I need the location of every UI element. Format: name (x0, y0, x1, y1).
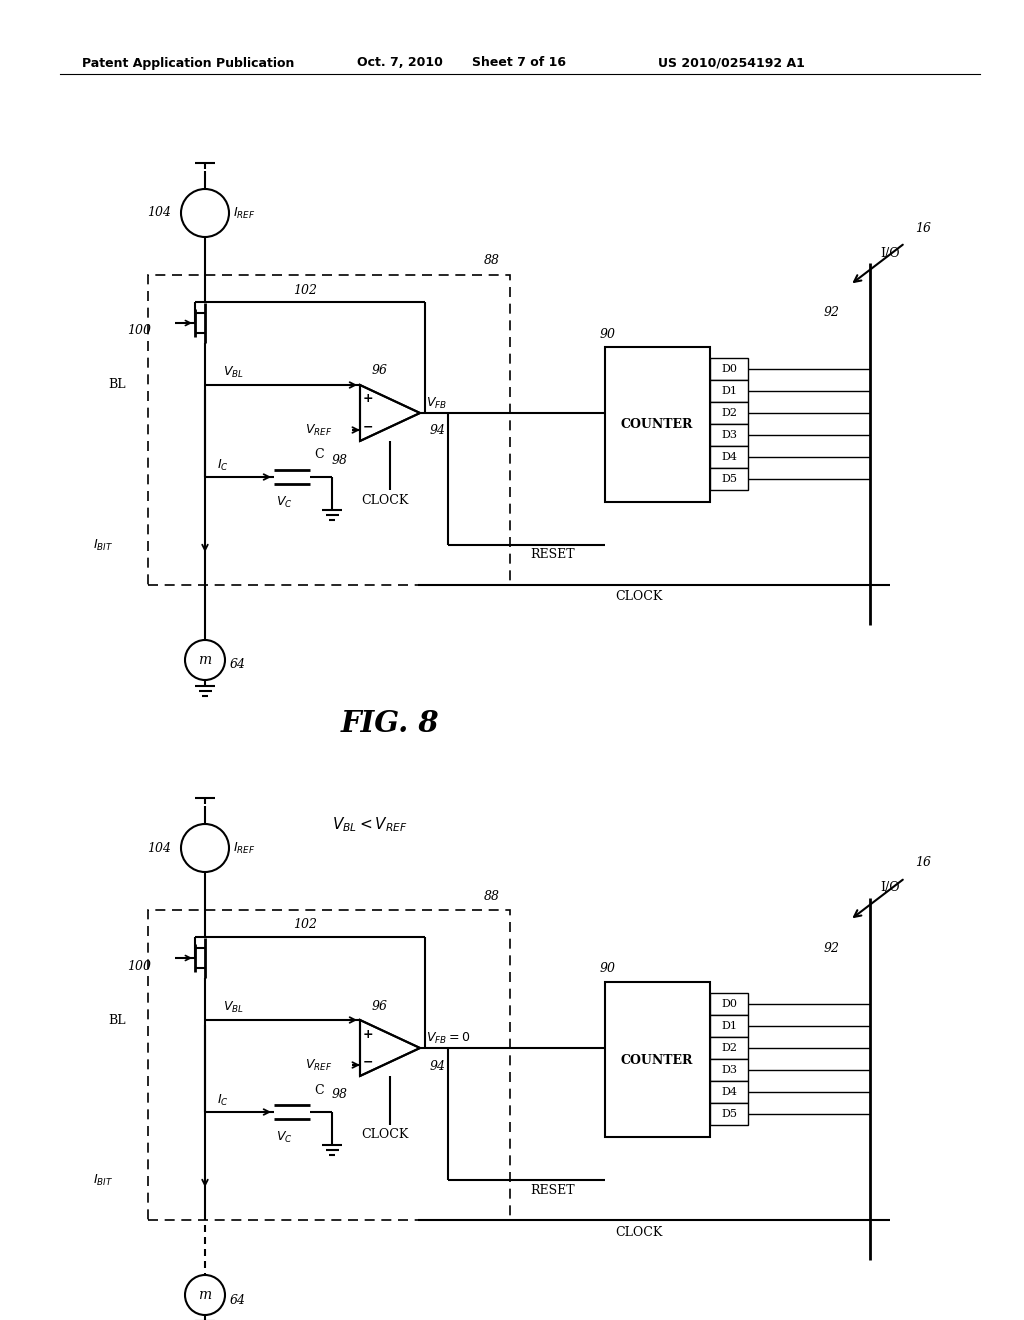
Text: 88: 88 (484, 255, 500, 268)
Bar (710, 380, 748, 403)
Bar (605, 347, 710, 502)
Text: 100: 100 (127, 960, 151, 973)
Text: D3: D3 (721, 430, 737, 440)
Bar (710, 469, 748, 490)
Bar (148, 275, 510, 585)
Text: $I_C$: $I_C$ (217, 1093, 228, 1107)
Text: I/O: I/O (880, 247, 900, 260)
Text: BL: BL (108, 379, 126, 392)
Text: −: − (362, 421, 374, 433)
Text: Sheet 7 of 16: Sheet 7 of 16 (472, 57, 566, 70)
Text: 104: 104 (147, 206, 171, 219)
Bar (710, 358, 748, 380)
Bar (710, 1104, 748, 1125)
Text: D2: D2 (721, 1043, 737, 1053)
Text: 104: 104 (147, 842, 171, 854)
Text: 100: 100 (127, 325, 151, 338)
Text: $I_C$: $I_C$ (217, 458, 228, 473)
Text: $V_{FB}$: $V_{FB}$ (426, 396, 447, 411)
Text: 96: 96 (372, 364, 388, 378)
Text: CLOCK: CLOCK (615, 1225, 663, 1238)
Text: 88: 88 (484, 890, 500, 903)
Text: $V_{BL}$: $V_{BL}$ (223, 999, 244, 1015)
Text: 94: 94 (430, 425, 446, 437)
Text: I/O: I/O (880, 882, 900, 895)
Text: 90: 90 (600, 327, 616, 341)
Text: D0: D0 (721, 364, 737, 374)
Text: 64: 64 (230, 659, 246, 672)
Text: D4: D4 (721, 1086, 737, 1097)
Text: CLOCK: CLOCK (615, 590, 663, 603)
Text: 92: 92 (824, 941, 840, 954)
Bar (710, 1059, 748, 1081)
Text: $V_{BL} < V_{REF}$: $V_{BL} < V_{REF}$ (332, 816, 408, 834)
Polygon shape (360, 385, 420, 441)
Text: $V_C$: $V_C$ (275, 1130, 292, 1144)
Circle shape (185, 640, 225, 680)
Text: 98: 98 (332, 454, 348, 466)
Text: COUNTER: COUNTER (621, 1053, 693, 1067)
Text: 102: 102 (293, 284, 317, 297)
Text: US 2010/0254192 A1: US 2010/0254192 A1 (658, 57, 805, 70)
Bar (148, 909, 510, 1220)
Text: C: C (314, 1084, 324, 1097)
Text: 92: 92 (824, 306, 840, 319)
Polygon shape (360, 1020, 420, 1076)
Text: 94: 94 (430, 1060, 446, 1072)
Text: D5: D5 (721, 474, 737, 484)
Bar (710, 1038, 748, 1059)
Text: $I_{REF}$: $I_{REF}$ (233, 841, 255, 855)
Circle shape (181, 824, 229, 873)
Text: 16: 16 (915, 222, 931, 235)
Text: m: m (199, 1288, 212, 1302)
Text: 96: 96 (372, 999, 388, 1012)
Text: Oct. 7, 2010: Oct. 7, 2010 (357, 57, 442, 70)
Text: D5: D5 (721, 1109, 737, 1119)
Text: FIG. 8: FIG. 8 (341, 709, 439, 738)
Text: m: m (199, 653, 212, 667)
Bar (605, 982, 710, 1137)
Text: C: C (314, 449, 324, 462)
Text: RESET: RESET (530, 549, 574, 561)
Text: CLOCK: CLOCK (361, 1129, 409, 1142)
Text: 98: 98 (332, 1089, 348, 1101)
Bar (710, 993, 748, 1015)
Text: $V_{FB}=0$: $V_{FB}=0$ (426, 1031, 470, 1045)
Text: 90: 90 (600, 962, 616, 975)
Text: 102: 102 (293, 919, 317, 932)
Text: D1: D1 (721, 385, 737, 396)
Text: $I_{BIT}$: $I_{BIT}$ (93, 1172, 114, 1188)
Text: CLOCK: CLOCK (361, 494, 409, 507)
Bar (710, 446, 748, 469)
Text: BL: BL (108, 1014, 126, 1027)
Circle shape (181, 189, 229, 238)
Text: Patent Application Publication: Patent Application Publication (82, 57, 294, 70)
Text: $I_{BIT}$: $I_{BIT}$ (93, 537, 114, 553)
Text: $V_{REF}$: $V_{REF}$ (305, 422, 333, 437)
Text: D1: D1 (721, 1020, 737, 1031)
Text: +: + (362, 1027, 374, 1040)
Text: D2: D2 (721, 408, 737, 418)
Text: COUNTER: COUNTER (621, 418, 693, 432)
Text: $V_C$: $V_C$ (275, 495, 292, 510)
Bar (710, 1015, 748, 1038)
Text: $I_{REF}$: $I_{REF}$ (233, 206, 255, 220)
Bar (710, 424, 748, 446)
Text: 16: 16 (915, 857, 931, 870)
Text: D3: D3 (721, 1065, 737, 1074)
Bar (710, 1081, 748, 1104)
Text: $V_{REF}$: $V_{REF}$ (305, 1057, 333, 1073)
Circle shape (185, 1275, 225, 1315)
Text: +: + (362, 392, 374, 405)
Text: 64: 64 (230, 1294, 246, 1307)
Text: RESET: RESET (530, 1184, 574, 1196)
Text: D0: D0 (721, 999, 737, 1008)
Text: $V_{BL}$: $V_{BL}$ (223, 364, 244, 380)
Text: D4: D4 (721, 451, 737, 462)
Bar (710, 403, 748, 424)
Text: −: − (362, 1056, 374, 1068)
